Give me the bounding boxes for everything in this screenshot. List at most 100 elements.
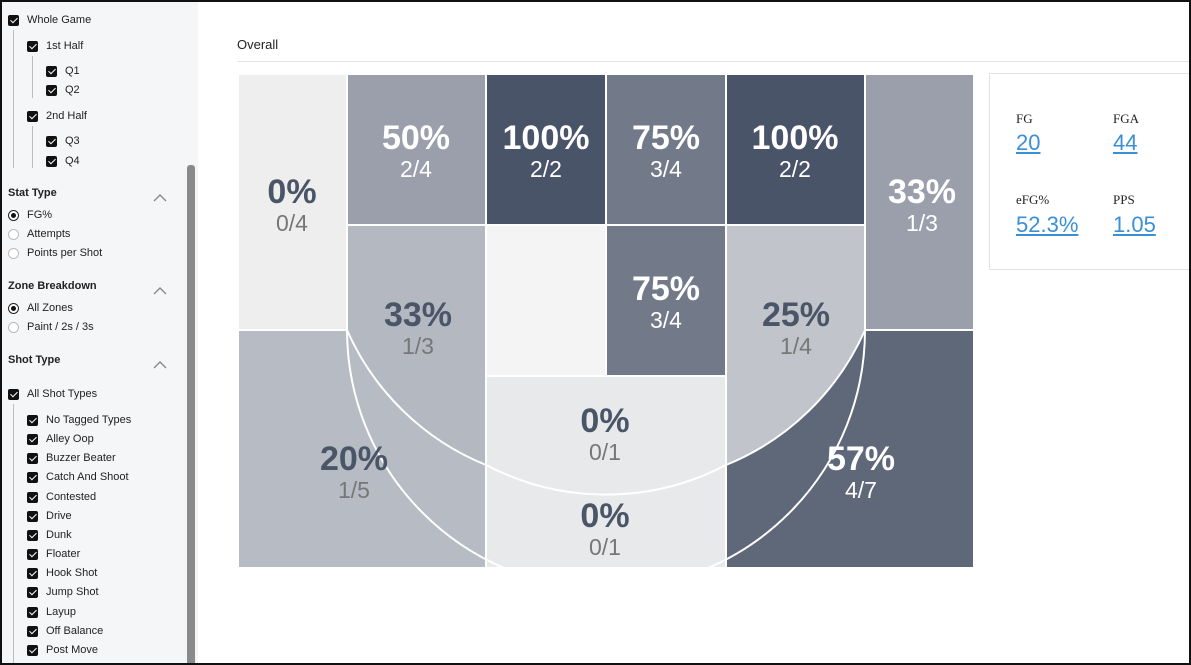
zone-pct: 25% bbox=[761, 296, 831, 334]
checkbox-label: Floater bbox=[46, 548, 81, 560]
checkbox-checked-icon bbox=[27, 510, 38, 522]
stats-summary-card: FG 20 FGA 44 eFG% 52.3% PPS 1.05 bbox=[989, 73, 1189, 270]
stat-value-fga[interactable]: 44 bbox=[1113, 130, 1138, 155]
checkbox-whole-game[interactable]: Whole Game bbox=[8, 14, 91, 26]
zone-frac: 0/1 bbox=[589, 534, 621, 560]
checkbox-label: Q1 bbox=[65, 65, 80, 77]
zone-pct: 75% bbox=[631, 119, 701, 157]
zone-pct: 57% bbox=[826, 440, 896, 478]
checkbox-shot-type[interactable]: Buzzer Beater bbox=[27, 452, 116, 464]
shot-type-title: Shot Type bbox=[8, 354, 61, 366]
chevron-up-icon[interactable] bbox=[153, 193, 167, 203]
checkbox-q2[interactable]: Q2 bbox=[46, 84, 80, 96]
checkbox-checked-icon bbox=[8, 14, 19, 26]
stat-value-efg[interactable]: 52.3% bbox=[1016, 212, 1079, 237]
zone-label-right-elbow-mid: 25% 1/4 bbox=[716, 298, 876, 358]
zone-center-deep[interactable] bbox=[606, 74, 726, 225]
sidebar-scrollbar[interactable] bbox=[187, 165, 195, 663]
zone-left-corner-three[interactable] bbox=[238, 74, 347, 330]
zone-pct: 0% bbox=[580, 497, 630, 535]
zone-left-elbow-mid[interactable] bbox=[346, 224, 487, 467]
zone-frac: 2/2 bbox=[530, 156, 562, 182]
zone-right-corner-three[interactable] bbox=[865, 74, 974, 330]
zone-right-center-deep[interactable] bbox=[726, 74, 865, 225]
zone-right-elbow-mid[interactable] bbox=[725, 224, 866, 467]
chevron-up-icon[interactable] bbox=[153, 360, 167, 370]
checkbox-label: 1st Half bbox=[46, 40, 84, 52]
checkbox-label: Contested bbox=[46, 491, 97, 503]
checkbox-label: Jump Shot bbox=[46, 586, 99, 598]
zone-frac: 2/4 bbox=[400, 156, 432, 182]
checkbox-label: Post Move bbox=[46, 644, 98, 656]
checkbox-label: 2nd Half bbox=[46, 110, 87, 122]
checkbox-shot-type[interactable]: Layup bbox=[27, 606, 76, 618]
stat-value-pps[interactable]: 1.05 bbox=[1113, 212, 1156, 237]
checkbox-checked-icon bbox=[27, 567, 38, 579]
zone-paint-lower[interactable] bbox=[485, 463, 727, 568]
zone-label-left-wing-three: 50% 2/4 bbox=[336, 121, 496, 181]
court-arc-overlay bbox=[346, 224, 866, 568]
radio-attempts[interactable]: Attempts bbox=[8, 228, 70, 240]
radio-all-zones[interactable]: All Zones bbox=[8, 302, 73, 314]
checkbox-shot-type[interactable]: Catch And Shoot bbox=[27, 471, 129, 483]
checkbox-checked-icon bbox=[27, 625, 38, 637]
checkbox-q1[interactable]: Q1 bbox=[46, 65, 80, 77]
checkbox-shot-type[interactable]: Jump Shot bbox=[27, 586, 99, 598]
chevron-up-icon[interactable] bbox=[153, 286, 167, 296]
zone-pct: 33% bbox=[887, 173, 957, 211]
checkbox-checked-icon bbox=[27, 529, 38, 541]
tree-guide-line bbox=[13, 30, 14, 168]
zone-left-wing-three[interactable] bbox=[347, 74, 486, 225]
checkbox-shot-type[interactable]: Floater bbox=[27, 548, 80, 560]
checkbox-label: Dunk bbox=[46, 529, 72, 541]
zone-left-center-deep[interactable] bbox=[486, 74, 606, 225]
tree-guide-line bbox=[13, 404, 14, 663]
zone-label-paint-lower: 0% 0/1 bbox=[525, 499, 685, 559]
checkbox-label: Buzzer Beater bbox=[46, 452, 116, 464]
zone-frac: 3/4 bbox=[650, 156, 682, 182]
checkbox-2nd-half[interactable]: 2nd Half bbox=[27, 110, 87, 122]
zone-frac: 0/4 bbox=[276, 210, 308, 236]
zone-pct: 0% bbox=[267, 173, 317, 211]
zone-label-center-deep: 75% 3/4 bbox=[586, 121, 746, 181]
checkbox-shot-type[interactable]: Dunk bbox=[27, 529, 72, 541]
stat-type-title: Stat Type bbox=[8, 187, 57, 199]
checkbox-shot-type[interactable]: No Tagged Types bbox=[27, 414, 131, 426]
checkbox-shot-type[interactable]: Post Move bbox=[27, 644, 98, 656]
checkbox-shot-type[interactable]: Hook Shot bbox=[27, 567, 97, 579]
zone-label-left-corner-three: 0% 0/4 bbox=[212, 175, 372, 235]
zone-center-right-mid[interactable] bbox=[606, 225, 726, 376]
checkbox-checked-icon bbox=[27, 110, 38, 122]
zone-frac: 1/3 bbox=[906, 210, 938, 236]
zone-pct: 100% bbox=[751, 119, 839, 157]
checkbox-shot-type[interactable]: Contested bbox=[27, 491, 96, 503]
radio-unselected-icon bbox=[8, 321, 19, 333]
zone-pct: 33% bbox=[383, 296, 453, 334]
zone-label-right-center-deep: 100% 2/2 bbox=[715, 121, 875, 181]
zone-label-right-corner-three: 33% 1/3 bbox=[842, 175, 1002, 235]
filter-sidebar: Whole Game 1st Half Q1 Q2 2nd Half Q3 Q4 bbox=[2, 2, 198, 663]
stat-value-fg[interactable]: 20 bbox=[1016, 130, 1041, 155]
radio-label: Paint / 2s / 3s bbox=[27, 321, 94, 333]
checkbox-shot-type[interactable]: Alley Oop bbox=[27, 433, 94, 445]
radio-points-per-shot[interactable]: Points per Shot bbox=[8, 247, 102, 259]
checkbox-label: No Tagged Types bbox=[46, 414, 132, 426]
checkbox-shot-type[interactable]: Off Balance bbox=[27, 625, 103, 637]
radio-selected-icon bbox=[8, 302, 19, 314]
checkbox-1st-half[interactable]: 1st Half bbox=[27, 40, 83, 52]
zone-frac: 4/7 bbox=[845, 477, 877, 503]
checkbox-checked-icon bbox=[27, 40, 38, 52]
zone-label-left-center-deep: 100% 2/2 bbox=[466, 121, 626, 181]
checkbox-label: Layup bbox=[46, 606, 76, 618]
checkbox-q3[interactable]: Q3 bbox=[46, 135, 80, 147]
zone-pct: 50% bbox=[381, 119, 451, 157]
checkbox-label: Hook Shot bbox=[46, 567, 98, 579]
checkbox-all-shot-types[interactable]: All Shot Types bbox=[8, 388, 97, 400]
zone-label-center-right-mid: 75% 3/4 bbox=[586, 272, 746, 332]
checkbox-shot-type[interactable]: Drive bbox=[27, 510, 72, 522]
radio-paint-2s-3s[interactable]: Paint / 2s / 3s bbox=[8, 321, 94, 333]
radio-fg-pct[interactable]: FG% bbox=[8, 209, 52, 221]
checkbox-q4[interactable]: Q4 bbox=[46, 155, 80, 167]
zone-pct: 75% bbox=[631, 270, 701, 308]
